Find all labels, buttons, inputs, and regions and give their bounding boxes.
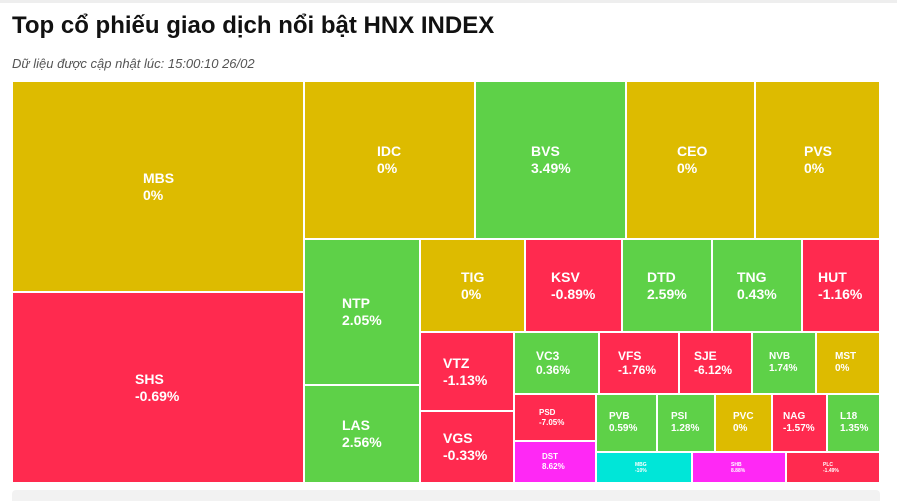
- tile-dst[interactable]: DST 8.62%: [514, 441, 596, 483]
- tile-change: -10%: [635, 467, 647, 474]
- tile-change: -0.89%: [551, 285, 596, 302]
- tile-symbol: DST: [542, 452, 558, 462]
- tile-change: 2.56%: [342, 434, 382, 450]
- treemap: MBS 0% SHS -0.69% IDC 0% BVS 3.49% CEO 0% PVS 0% NTP…: [12, 81, 880, 483]
- tile-symbol: TNG: [737, 268, 767, 285]
- tile-change: 0.59%: [609, 423, 638, 434]
- tile-sje[interactable]: SJE -6.12%: [679, 332, 752, 394]
- last-updated-text: Dữ liệu được cập nhật lúc: 15:00:10 26/0…: [12, 56, 255, 71]
- tile-change: 0%: [461, 285, 482, 302]
- tile-symbol: NVB: [769, 351, 791, 362]
- tile-vc3[interactable]: VC3 0.36%: [514, 332, 599, 394]
- tile-change: 0%: [733, 423, 748, 434]
- tile-vtz[interactable]: VTZ -1.13%: [420, 332, 514, 411]
- tile-symbol: CEO: [677, 143, 708, 160]
- tile-change: 1.74%: [769, 363, 798, 374]
- tile-ntp[interactable]: NTP 2.05%: [304, 239, 420, 385]
- tile-symbol: L18: [840, 411, 858, 422]
- tile-symbol: DTD: [647, 268, 676, 285]
- tile-pvb[interactable]: PVB 0.59%: [596, 394, 657, 452]
- tile-symbol: PSI: [671, 411, 688, 422]
- tile-nag[interactable]: NAG -1.57%: [772, 394, 827, 452]
- tile-symbol: PLC: [823, 461, 833, 468]
- tile-symbol: PVS: [804, 143, 833, 160]
- tile-bvs[interactable]: BVS 3.49%: [475, 81, 626, 239]
- tile-symbol: HUT: [818, 268, 847, 285]
- tile-change: -0.69%: [135, 387, 180, 404]
- tile-shb[interactable]: SHB 8.88%: [692, 452, 786, 483]
- tile-change: -1.13%: [443, 371, 488, 388]
- tile-ceo[interactable]: CEO 0%: [626, 81, 755, 239]
- tile-symbol: NTP: [342, 295, 370, 312]
- bottom-panel-edge: [12, 490, 880, 501]
- tile-change: 2.59%: [647, 285, 687, 302]
- tile-mbg[interactable]: MBG -10%: [596, 452, 692, 483]
- tile-change: -7.05%: [539, 417, 565, 427]
- tile-tig[interactable]: TIG 0%: [420, 239, 525, 332]
- page-title: Top cổ phiếu giao dịch nổi bật HNX INDEX: [12, 12, 495, 39]
- tile-symbol: MBG: [635, 461, 647, 468]
- tile-symbol: MST: [835, 351, 857, 362]
- tile-symbol: SJE: [694, 348, 717, 363]
- tile-change: 8.88%: [731, 467, 746, 474]
- tile-symbol: PVC: [733, 411, 754, 422]
- tile-vfs[interactable]: VFS -1.76%: [599, 332, 679, 394]
- tile-change: -6.12%: [694, 363, 733, 377]
- tile-symbol: BVS: [531, 143, 560, 160]
- tile-hut[interactable]: HUT -1.16%: [802, 239, 880, 332]
- tile-change: -1.57%: [783, 423, 815, 434]
- tile-symbol: IDC: [377, 143, 402, 160]
- tile-symbol: SHS: [135, 370, 164, 387]
- tile-symbol: KSV: [551, 268, 580, 285]
- tile-change: 0%: [804, 160, 825, 176]
- tile-symbol: VTZ: [443, 354, 470, 371]
- top-divider: [0, 0, 897, 3]
- tile-plc[interactable]: PLC -1.49%: [786, 452, 880, 483]
- tile-tng[interactable]: TNG 0.43%: [712, 239, 802, 332]
- tile-symbol: LAS: [342, 417, 370, 434]
- tile-shs[interactable]: SHS -0.69%: [12, 292, 304, 483]
- tile-l18[interactable]: L18 1.35%: [827, 394, 880, 452]
- tile-symbol: VGS: [443, 430, 473, 447]
- tile-idc[interactable]: IDC 0%: [304, 81, 475, 239]
- tile-change: 1.28%: [671, 423, 700, 434]
- tile-vgs[interactable]: VGS -0.33%: [420, 411, 514, 483]
- tile-symbol: NAG: [783, 411, 806, 422]
- tile-change: 1.35%: [840, 423, 869, 434]
- tile-mst[interactable]: MST 0%: [816, 332, 880, 394]
- tile-change: 0%: [677, 160, 698, 176]
- tile-psd[interactable]: PSD -7.05%: [514, 394, 596, 441]
- tile-las[interactable]: LAS 2.56%: [304, 385, 420, 483]
- tile-change: 0%: [377, 160, 398, 176]
- tile-change: 0.36%: [536, 363, 571, 377]
- tile-change: -1.49%: [823, 467, 839, 474]
- tile-symbol: PSD: [539, 407, 556, 417]
- tile-ksv[interactable]: KSV -0.89%: [525, 239, 622, 332]
- tile-psi[interactable]: PSI 1.28%: [657, 394, 715, 452]
- tile-dtd[interactable]: DTD 2.59%: [622, 239, 712, 332]
- tile-symbol: VC3: [536, 348, 560, 363]
- tile-change: -1.16%: [818, 285, 863, 302]
- tile-change: 3.49%: [531, 160, 571, 176]
- tile-symbol: TIG: [461, 268, 485, 285]
- tile-symbol: MBS: [143, 169, 175, 186]
- tile-change: -0.33%: [443, 447, 488, 463]
- tile-change: 0.43%: [737, 285, 777, 302]
- tile-symbol: SHB: [731, 461, 742, 468]
- tile-mbs[interactable]: MBS 0%: [12, 81, 304, 292]
- tile-pvc[interactable]: PVC 0%: [715, 394, 772, 452]
- tile-nvb[interactable]: NVB 1.74%: [752, 332, 816, 394]
- tile-pvs[interactable]: PVS 0%: [755, 81, 880, 239]
- tile-change: -1.76%: [618, 363, 657, 377]
- tile-change: 2.05%: [342, 312, 382, 328]
- tile-symbol: PVB: [609, 411, 630, 422]
- tile-symbol: VFS: [618, 348, 642, 363]
- tile-change: 8.62%: [542, 462, 565, 471]
- tile-change: 0%: [143, 186, 164, 203]
- tile-change: 0%: [835, 363, 850, 374]
